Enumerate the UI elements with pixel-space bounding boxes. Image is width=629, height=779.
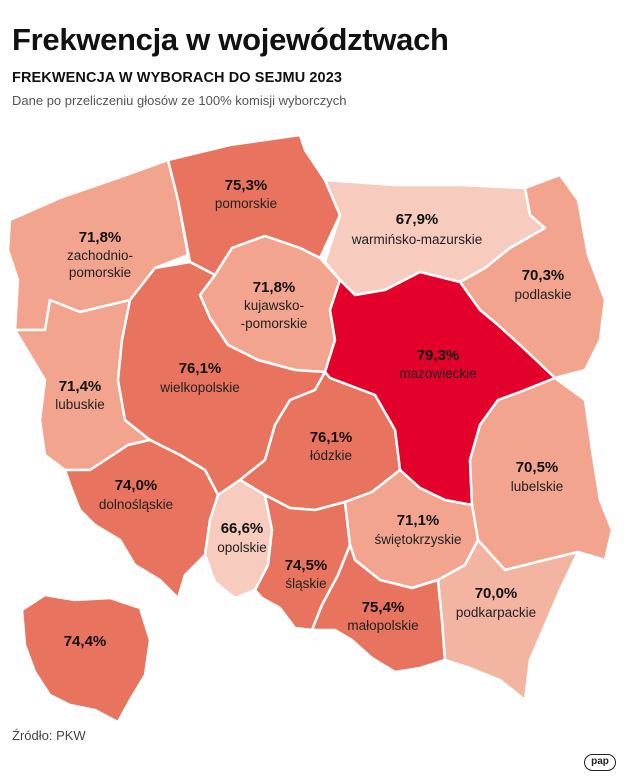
svg-text:74,5%: 74,5% [285, 557, 328, 574]
label-mazowieckie: 79,3% mazowieckie [399, 347, 476, 381]
svg-text:71,4%: 71,4% [59, 378, 102, 395]
svg-text:lubelskie: lubelskie [511, 479, 564, 494]
label-malopolskie: 75,4% małopolskie [347, 599, 418, 633]
svg-text:75,3%: 75,3% [225, 177, 268, 194]
svg-text:70,5%: 70,5% [516, 459, 559, 476]
region-dolnoslaskie[interactable] [63, 438, 220, 600]
svg-text:75,4%: 75,4% [362, 599, 405, 616]
label-pomorskie: 75,3% pomorskie [215, 177, 277, 211]
svg-text:71,8%: 71,8% [79, 229, 122, 246]
svg-text:67,9%: 67,9% [396, 211, 439, 228]
label-opolskie: 66,6% opolskie [217, 520, 267, 555]
svg-text:kujawsko-: kujawsko- [244, 298, 304, 313]
svg-text:małopolskie: małopolskie [347, 618, 418, 633]
svg-text:warmińsko-mazurskie: warmińsko-mazurskie [351, 232, 483, 247]
svg-text:śląskie: śląskie [285, 576, 326, 591]
label-swietokrzyskie: 71,1% świętokrzyskie [374, 512, 461, 547]
label-podkarpackie: 70,0% podkarpackie [456, 585, 536, 620]
region-malopolskie[interactable] [310, 543, 447, 674]
source-note: Źródło: PKW [12, 728, 86, 743]
svg-text:71,1%: 71,1% [397, 512, 440, 529]
svg-text:71,8%: 71,8% [253, 279, 296, 296]
svg-text:podkarpackie: podkarpackie [456, 605, 536, 620]
page-title: Frekwencja w województwach [12, 22, 449, 57]
svg-text:opolskie: opolskie [217, 540, 267, 555]
label-inset: 74,4% [64, 633, 107, 650]
data-note: Dane po przeliczeniu głosów ze 100% komi… [12, 93, 347, 108]
label-kujawsko-pomorskie: 71,8% kujawsko- -pomorskie [241, 279, 308, 331]
svg-text:74,4%: 74,4% [64, 633, 107, 650]
svg-text:wielkopolskie: wielkopolskie [159, 380, 240, 395]
pap-logo: pap [584, 754, 616, 771]
svg-text:pomorskie: pomorskie [215, 196, 277, 211]
label-lubuskie: 71,4% lubuskie [55, 378, 105, 412]
svg-text:zachodnio-: zachodnio- [67, 248, 133, 263]
label-lodzkie: 76,1% łódzkie [310, 429, 353, 463]
svg-text:podlaskie: podlaskie [514, 287, 571, 302]
svg-text:dolnośląskie: dolnośląskie [99, 497, 173, 512]
svg-text:mazowieckie: mazowieckie [399, 366, 476, 381]
svg-text:76,1%: 76,1% [179, 360, 222, 377]
svg-text:świętokrzyskie: świętokrzyskie [374, 532, 461, 547]
svg-text:70,0%: 70,0% [475, 585, 518, 602]
svg-text:66,6%: 66,6% [221, 520, 264, 537]
svg-text:łódzkie: łódzkie [310, 448, 352, 463]
label-lubelskie: 70,5% lubelskie [511, 459, 564, 494]
svg-text:76,1%: 76,1% [310, 429, 353, 446]
svg-text:pomorskie: pomorskie [69, 265, 131, 280]
inset-region[interactable] [20, 593, 152, 724]
label-podlaskie: 70,3% podlaskie [514, 267, 571, 302]
label-dolnoslaskie: 74,0% dolnośląskie [99, 477, 173, 512]
svg-text:79,3%: 79,3% [417, 347, 460, 364]
label-warminsko-mazurskie: 67,9% warmińsko-mazurskie [351, 211, 483, 247]
chart-subtitle: FREKWENCJA W WYBORACH DO SEJMU 2023 [12, 70, 343, 86]
svg-text:74,0%: 74,0% [115, 477, 158, 494]
region-podkarpackie[interactable] [436, 538, 580, 702]
label-slaskie: 74,5% śląskie [285, 557, 328, 591]
label-zachodniopomorskie: 71,8% zachodnio- pomorskie [67, 229, 133, 280]
label-wielkopolskie: 76,1% wielkopolskie [159, 360, 240, 395]
svg-text:-pomorskie: -pomorskie [241, 316, 308, 331]
svg-text:lubuskie: lubuskie [55, 397, 105, 412]
svg-text:70,3%: 70,3% [522, 267, 565, 284]
